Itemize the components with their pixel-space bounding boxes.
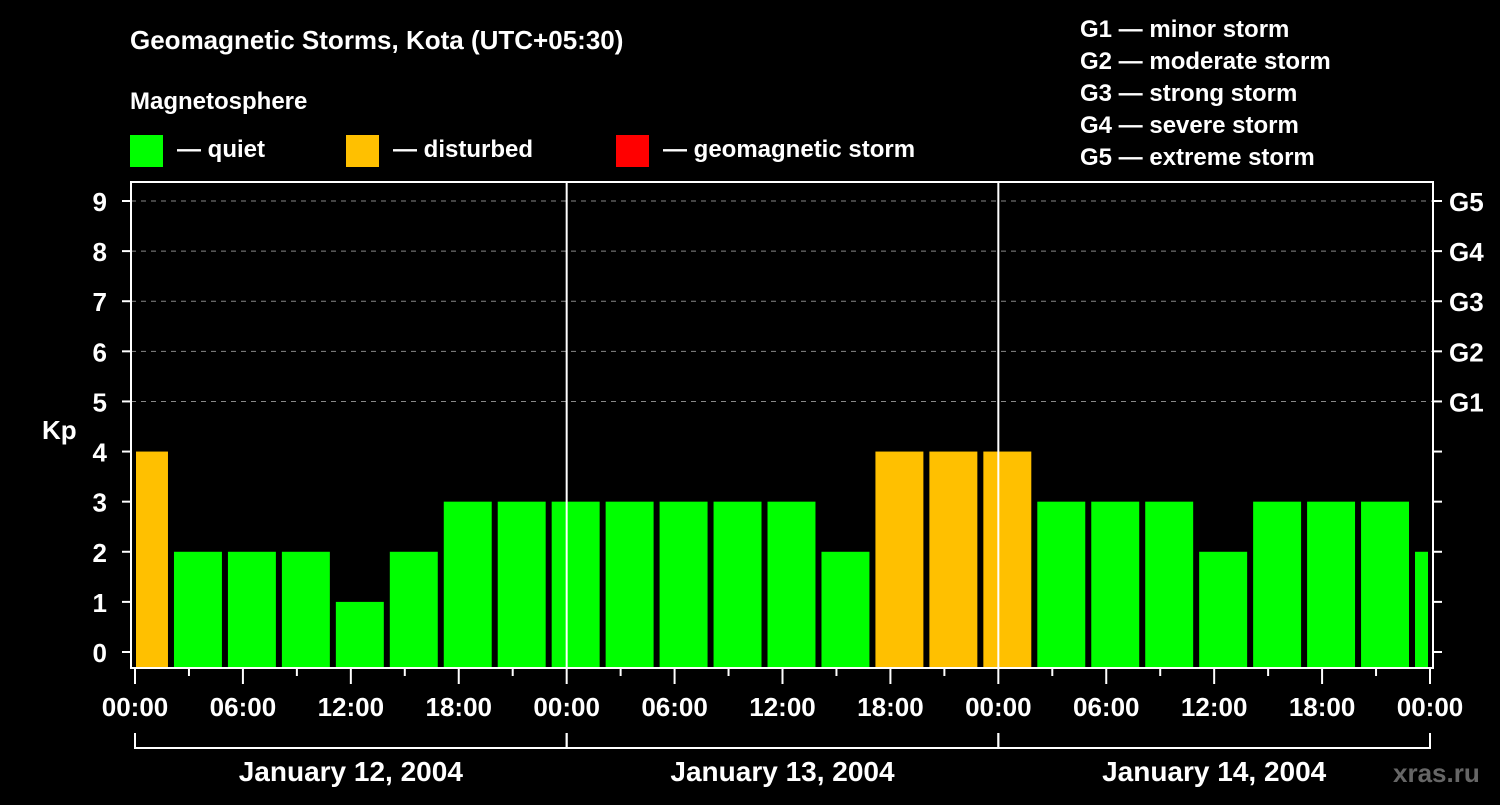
x-tick-label: 06:00 bbox=[210, 692, 277, 722]
kp-bar bbox=[1253, 501, 1302, 668]
y-axis-label: Kp bbox=[42, 415, 77, 445]
x-tick-label: 18:00 bbox=[1289, 692, 1356, 722]
chart-title: Geomagnetic Storms, Kota (UTC+05:30) bbox=[130, 25, 623, 55]
day-label: January 14, 2004 bbox=[1102, 756, 1327, 787]
kp-bar bbox=[1091, 501, 1140, 668]
y-tick-label: 3 bbox=[93, 488, 107, 518]
day-label: January 12, 2004 bbox=[239, 756, 464, 787]
chart-subtitle: Magnetosphere bbox=[130, 88, 307, 115]
kp-bar bbox=[1307, 501, 1356, 668]
kp-bar bbox=[821, 551, 870, 668]
day-bracket bbox=[997, 733, 1431, 749]
day-label: January 13, 2004 bbox=[670, 756, 895, 787]
y-tick-label: 6 bbox=[93, 337, 107, 367]
x-tick-label: 00:00 bbox=[965, 692, 1032, 722]
storm-scale-item: G2 — moderate storm bbox=[1080, 48, 1331, 75]
legend-label: — geomagnetic storm bbox=[663, 136, 915, 163]
grid bbox=[131, 200, 1433, 402]
kp-bar bbox=[767, 501, 816, 668]
x-tick-label: 00:00 bbox=[533, 692, 600, 722]
g-scale-label: G3 bbox=[1449, 287, 1484, 317]
x-tick-label: 12:00 bbox=[318, 692, 385, 722]
y-tick-label: 2 bbox=[93, 538, 107, 568]
legend-swatch bbox=[346, 135, 379, 167]
kp-bar bbox=[1415, 551, 1428, 668]
storm-scale-item: G4 — severe storm bbox=[1080, 112, 1299, 139]
y-tick-label: 8 bbox=[93, 237, 107, 267]
kp-bar bbox=[551, 501, 600, 668]
kp-bar bbox=[1037, 501, 1086, 668]
kp-bar bbox=[136, 451, 168, 668]
kp-bar bbox=[173, 551, 222, 668]
storm-scale-item: G3 — strong storm bbox=[1080, 80, 1297, 107]
x-tick-label: 00:00 bbox=[102, 692, 169, 722]
legend-label: — disturbed bbox=[393, 136, 533, 163]
kp-bar bbox=[659, 501, 708, 668]
g-scale-label: G4 bbox=[1449, 237, 1484, 267]
x-tick-label: 12:00 bbox=[749, 692, 816, 722]
legend-label: — quiet bbox=[177, 136, 265, 163]
storm-scale-item: G1 — minor storm bbox=[1080, 16, 1289, 43]
x-tick-label: 18:00 bbox=[857, 692, 924, 722]
kp-bar bbox=[227, 551, 276, 668]
day-bracket bbox=[134, 733, 568, 749]
day-bracket bbox=[565, 733, 1000, 749]
kp-bar bbox=[983, 451, 1032, 668]
y-tick-label: 5 bbox=[93, 387, 107, 417]
kp-bar bbox=[389, 551, 438, 668]
kp-bar bbox=[335, 601, 384, 668]
legend: — quiet — disturbed — geomagnetic storm bbox=[130, 135, 915, 167]
kp-bar bbox=[1199, 551, 1248, 668]
kp-bar bbox=[1361, 501, 1410, 668]
watermark: xras.ru bbox=[1393, 758, 1480, 788]
kp-bar bbox=[713, 501, 762, 668]
kp-bar bbox=[605, 501, 654, 668]
y-tick-label: 0 bbox=[93, 638, 107, 668]
y-tick-label: 9 bbox=[93, 187, 107, 217]
g-scale-label: G2 bbox=[1449, 337, 1484, 367]
y-tick-label: 4 bbox=[93, 438, 108, 468]
storm-scale-legend: G1 — minor storm G2 — moderate storm G3 — … bbox=[1080, 16, 1331, 171]
g-scale-label: G5 bbox=[1449, 187, 1484, 217]
bars bbox=[136, 451, 1428, 668]
kp-bar bbox=[929, 451, 978, 668]
legend-swatch bbox=[616, 135, 649, 167]
kp-bar bbox=[443, 501, 492, 668]
kp-bar bbox=[875, 451, 924, 668]
storm-scale-item: G5 — extreme storm bbox=[1080, 144, 1315, 171]
kp-bar bbox=[1145, 501, 1194, 668]
kp-bar bbox=[281, 551, 330, 668]
g-scale-label: G1 bbox=[1449, 387, 1484, 417]
x-tick-label: 06:00 bbox=[641, 692, 708, 722]
kp-bar bbox=[497, 501, 546, 668]
axes: 0 1 2 3 4 5 6 7 8 9 G1 G2 G3 G4 G5 00:00 06:00 12:00 18:00… bbox=[93, 181, 1484, 787]
y-tick-label: 7 bbox=[93, 287, 107, 317]
legend-swatch bbox=[130, 135, 163, 167]
x-tick-label: 18:00 bbox=[426, 692, 493, 722]
y-tick-label: 1 bbox=[93, 588, 107, 618]
x-tick-label: 00:00 bbox=[1397, 692, 1464, 722]
x-tick-label: 12:00 bbox=[1181, 692, 1248, 722]
x-tick-label: 06:00 bbox=[1073, 692, 1140, 722]
